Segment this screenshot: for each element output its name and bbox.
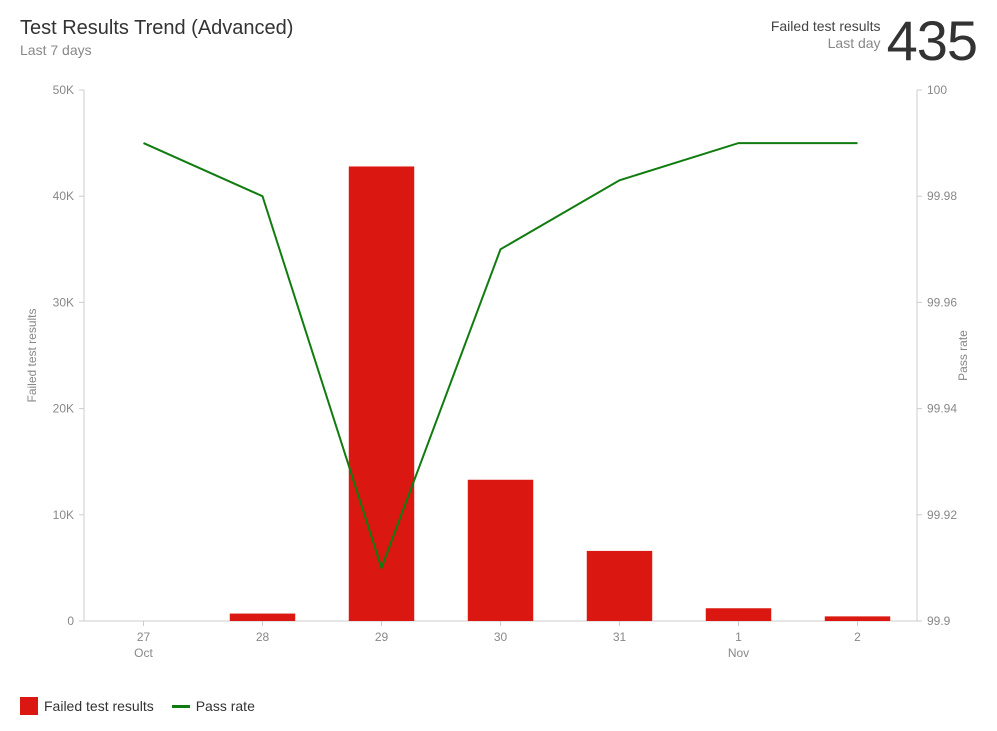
x-tick-label: 1: [735, 630, 742, 644]
kpi-label-primary: Failed test results: [771, 18, 881, 35]
header-left: Test Results Trend (Advanced) Last 7 day…: [20, 16, 293, 58]
kpi-label-secondary: Last day: [771, 35, 881, 52]
x-tick-label: 29: [375, 630, 389, 644]
legend-swatch-bar: [20, 697, 38, 715]
bar: [349, 166, 414, 621]
chart-area: 0 10K 20K 30K 40K 50K 99.9 99.92 99.94 99.96 99.98…: [20, 80, 977, 671]
x-tick-label: 31: [613, 630, 627, 644]
widget-header: Test Results Trend (Advanced) Last 7 day…: [20, 16, 977, 66]
y-left-tick-label: 20K: [53, 402, 74, 416]
header-right: Failed test results Last day 435: [771, 16, 977, 66]
x-month-label: Nov: [728, 646, 749, 660]
y-right-tick-label: 99.9: [927, 614, 951, 628]
y-right-axis-title: Pass rate: [956, 330, 970, 381]
trend-chart: 0 10K 20K 30K 40K 50K 99.9 99.92 99.94 99.96 99.98…: [20, 80, 977, 671]
x-tick-label: 27: [137, 630, 151, 644]
y-left-tick-label: 10K: [53, 508, 74, 522]
kpi-value: 435: [887, 16, 977, 66]
widget-subtitle: Last 7 days: [20, 42, 293, 58]
bar: [230, 614, 295, 621]
legend-label-line: Pass rate: [196, 698, 255, 714]
y-right-tick-label: 99.98: [927, 189, 957, 203]
x-tick-label: 30: [494, 630, 508, 644]
bar: [468, 480, 533, 621]
bar: [825, 616, 890, 621]
x-tick-label: 2: [854, 630, 861, 644]
chart-legend: Failed test results Pass rate: [20, 697, 255, 715]
test-results-widget: Test Results Trend (Advanced) Last 7 day…: [0, 0, 997, 731]
y-left-axis-title: Failed test results: [25, 308, 39, 402]
kpi-labels: Failed test results Last day: [771, 18, 881, 52]
widget-title: Test Results Trend (Advanced): [20, 16, 293, 40]
legend-item-line: Pass rate: [172, 698, 255, 714]
y-left-tick-label: 30K: [53, 295, 74, 309]
bar: [587, 551, 652, 621]
y-right-tick-label: 99.96: [927, 295, 957, 309]
bar: [706, 608, 771, 621]
legend-label-bars: Failed test results: [44, 698, 154, 714]
y-right-tick-label: 99.94: [927, 402, 957, 416]
y-left-tick-label: 40K: [53, 189, 74, 203]
y-right-tick-label: 99.92: [927, 508, 957, 522]
x-month-label: Oct: [134, 646, 153, 660]
legend-swatch-line: [172, 705, 190, 708]
y-left-tick-label: 0: [67, 614, 74, 628]
legend-item-bars: Failed test results: [20, 697, 154, 715]
x-tick-label: 28: [256, 630, 270, 644]
y-left-tick-label: 50K: [53, 83, 74, 97]
y-right-tick-label: 100: [927, 83, 947, 97]
